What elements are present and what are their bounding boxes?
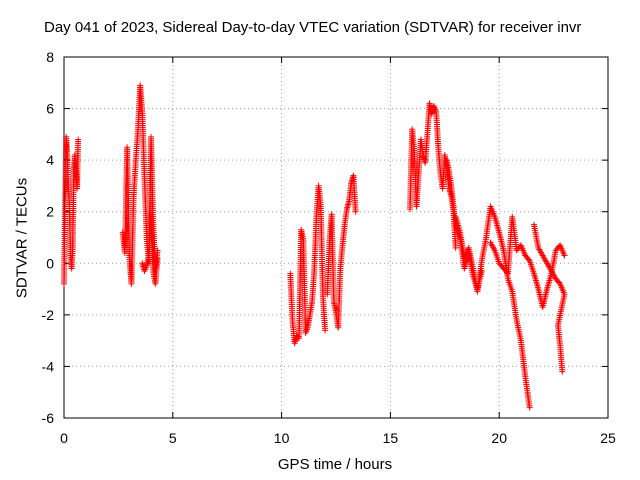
x-tick-label: 10 <box>274 430 290 446</box>
y-tick-label: 4 <box>46 152 54 168</box>
series-segment-7 <box>452 203 533 411</box>
data-point <box>154 247 161 254</box>
plot-frame <box>63 56 609 419</box>
series-segment-10 <box>443 157 485 293</box>
y-tick-label: -4 <box>42 358 55 374</box>
series-segment-8 <box>487 213 568 311</box>
data-point <box>294 333 301 340</box>
series-segment-3 <box>139 211 161 287</box>
data-point <box>154 255 161 262</box>
data-point <box>556 279 563 286</box>
y-tick-label: 2 <box>46 204 54 220</box>
data-point <box>559 368 566 375</box>
data-points <box>61 82 568 411</box>
data-point <box>526 404 533 411</box>
x-tick-label: 15 <box>383 430 399 446</box>
chart-title: Day 041 of 2023, Sidereal Day-to-day VTE… <box>44 19 582 36</box>
data-point <box>503 269 510 276</box>
y-tick-label: 6 <box>46 101 54 117</box>
x-axis-label: GPS time / hours <box>277 456 393 473</box>
y-axis-label: SDTVAR / TECUs <box>13 177 31 299</box>
axis-ticks: 0 5 10 15 20 25 -6 -4 -2 0 2 4 6 8 <box>42 49 616 446</box>
y-tick-label: 0 <box>46 255 54 271</box>
data-point <box>322 327 329 334</box>
series-segment-6 <box>406 100 459 251</box>
y-tick-label: -2 <box>42 307 55 323</box>
data-point <box>352 208 359 215</box>
data-point <box>478 268 485 275</box>
x-tick-label: 0 <box>60 430 68 446</box>
x-tick-label: 5 <box>169 430 177 446</box>
series-segment-5 <box>324 172 359 331</box>
data-point <box>452 244 459 251</box>
x-tick-label: 25 <box>600 430 616 446</box>
series-segment-4 <box>287 182 329 347</box>
series-segment-9 <box>531 221 568 375</box>
x-tick-label: 20 <box>491 430 507 446</box>
data-point <box>525 256 532 263</box>
data-point <box>75 136 82 143</box>
data-point <box>561 252 568 259</box>
y-tick-label: -6 <box>42 410 55 426</box>
series-segment-2 <box>119 82 161 287</box>
y-tick-label: 8 <box>46 49 54 65</box>
series-segment-1 <box>61 133 82 287</box>
